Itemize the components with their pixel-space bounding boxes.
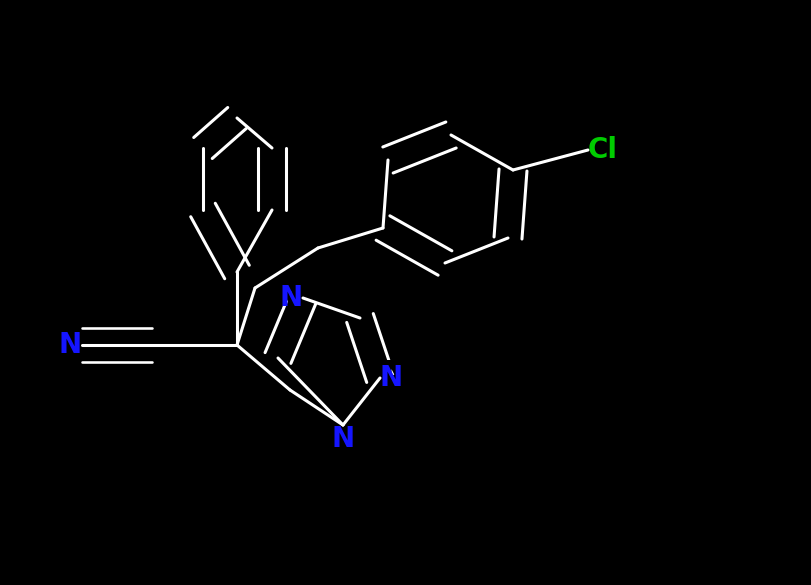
Text: Cl: Cl [587,136,617,164]
Text: N: N [270,279,303,317]
Text: N: N [380,359,412,397]
Text: N: N [331,425,354,453]
Text: Cl: Cl [587,131,629,169]
Text: N: N [326,425,359,463]
Text: N: N [49,326,82,364]
Text: N: N [380,364,402,392]
Text: N: N [59,331,82,359]
Text: N: N [280,284,303,312]
